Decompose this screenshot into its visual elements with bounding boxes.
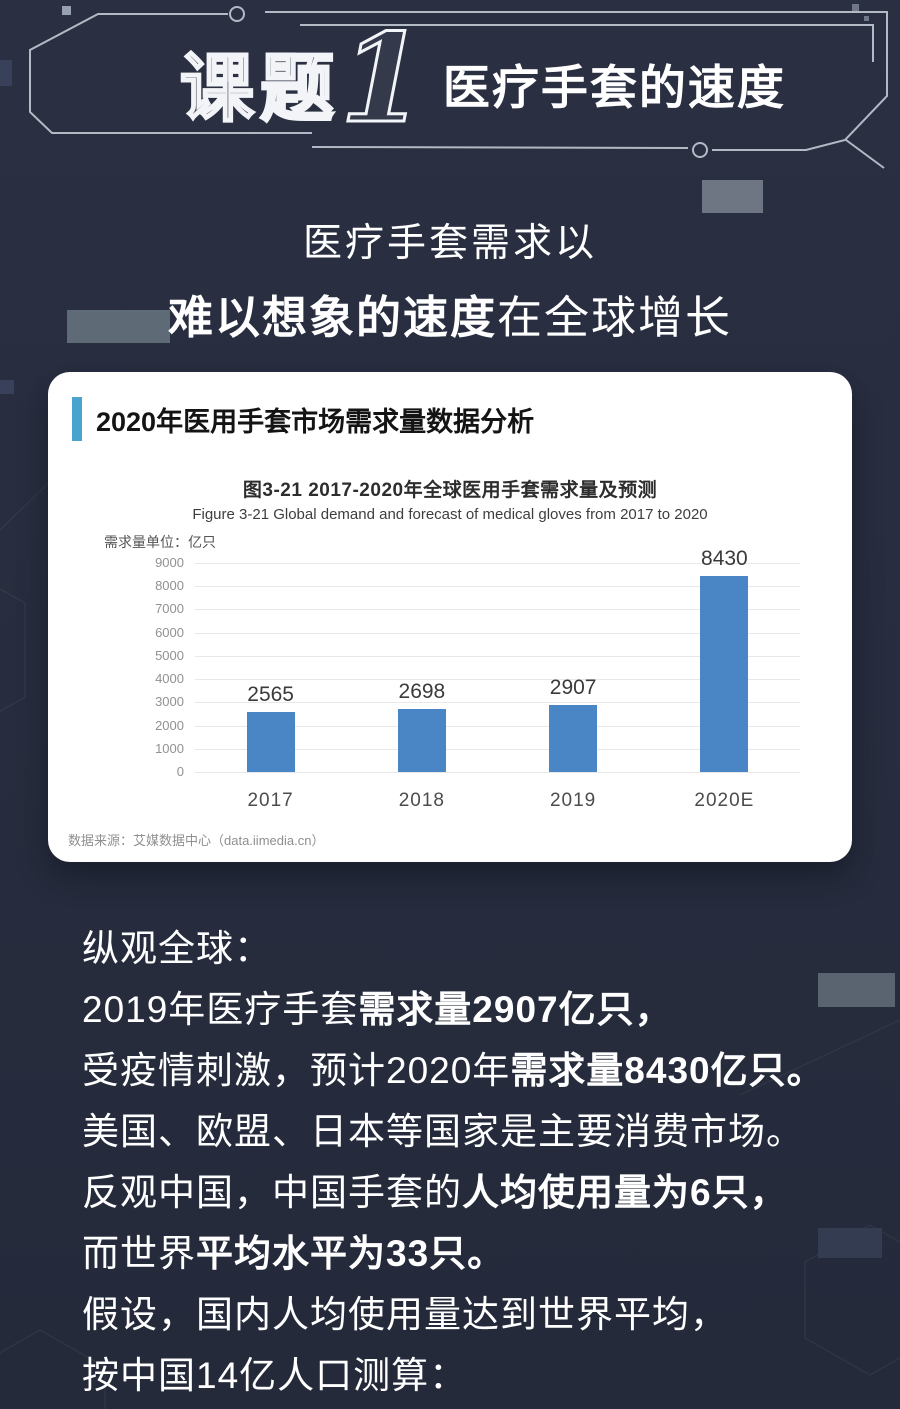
gridline xyxy=(195,586,800,588)
x-tick-label: 2018 xyxy=(398,790,446,811)
header-frame-decor xyxy=(29,4,888,169)
body-segment-bold: 平均水平为33只。 xyxy=(196,1233,506,1274)
chart-subtitle: Figure 3-21 Global demand and forecast o… xyxy=(192,506,708,523)
chart-plot: 2565 2017 2698 2018 2907 2019 8430 2020E xyxy=(195,547,800,811)
bar-2018 xyxy=(397,709,446,772)
body-line: 2019年医疗手套需求量2907亿只， xyxy=(82,979,882,1040)
body-text: 纵观全球： 2019年医疗手套需求量2907亿只， 受疫情刺激，预计2020年需求量… xyxy=(82,918,882,1406)
intro-line-2-bold: 难以想象的速度 xyxy=(167,292,497,343)
intro-text: 医疗手套需求以 难以想象的速度在全球增长 xyxy=(0,212,900,346)
intro-line-1: 医疗手套需求以 xyxy=(302,222,597,265)
deco-rect xyxy=(818,1228,882,1258)
deco-rect xyxy=(818,973,895,1007)
bar-value-label: 2698 xyxy=(398,680,446,704)
body-segment: 假设，国内人均使用量达到世界平均， xyxy=(82,1294,728,1335)
gridline xyxy=(195,679,800,681)
topic-number: 1 xyxy=(339,5,427,150)
body-segment-bold: 需求量2907亿只， xyxy=(358,989,673,1030)
header: 课题 1 医疗手套的速度 xyxy=(0,0,900,170)
body-segment: 受疫情刺激，预计2020年 xyxy=(82,1050,511,1091)
gridline xyxy=(195,632,800,634)
gridline xyxy=(195,563,800,564)
y-tick-label: 3000 xyxy=(155,694,184,710)
frame-circle-icon xyxy=(692,142,708,158)
body-line: 受疫情刺激，预计2020年需求量8430亿只。 xyxy=(82,1040,882,1101)
bar-group: 2907 2019 xyxy=(498,563,649,811)
body-line: 纵观全球： xyxy=(82,918,882,979)
y-tick-label: 9000 xyxy=(155,555,184,570)
header-titles: 课题 1 医疗手套的速度 xyxy=(179,5,786,150)
body-segment: 而世界 xyxy=(82,1233,196,1274)
chart-card: 2020年医用手套市场需求量数据分析 图3-21 2017-2020年全球医用手… xyxy=(48,372,852,862)
y-tick-label: 5000 xyxy=(155,647,184,663)
body-line: 美国、欧盟、日本等国家是主要消费市场。 xyxy=(82,1101,882,1162)
page-title: 医疗手套的速度 xyxy=(442,61,786,114)
chart-unit-label: 需求量单位：亿只 xyxy=(104,534,216,550)
accent-bar-decor xyxy=(72,397,82,441)
body-segment-bold: 需求量8430亿只。 xyxy=(510,1050,825,1091)
body-segment: 美国、欧盟、日本等国家是主要消费市场。 xyxy=(82,1111,804,1152)
bar-value-label: 8430 xyxy=(701,547,748,571)
chart-y-axis: 9000 8000 7000 6000 5000 4000 3000 2000 1000 0 xyxy=(136,555,184,779)
deco-rect xyxy=(67,310,170,343)
deco-rect xyxy=(702,180,763,213)
body-segment: 2019年医疗手套 xyxy=(82,989,359,1030)
topic-label: 课题 xyxy=(179,47,340,130)
bar-2019 xyxy=(549,704,598,772)
body-line: 反观中国，中国手套的人均使用量为6只， xyxy=(82,1162,882,1223)
body-line: 按中国14亿人口测算： xyxy=(82,1345,882,1406)
bar-value-label: 2565 xyxy=(247,683,294,707)
y-tick-label: 7000 xyxy=(155,601,184,617)
body-segment: 反观中国，中国手套的 xyxy=(82,1172,462,1213)
gridline xyxy=(195,702,800,704)
gridline xyxy=(195,772,800,773)
chart-source: 数据来源：艾媒数据中心（data.iimedia.cn） xyxy=(68,833,325,848)
bar-group: 2698 2018 xyxy=(346,563,497,811)
body-segment: 纵观全球： xyxy=(82,928,272,969)
body-segment-bold: 人均使用量为6只， xyxy=(462,1172,788,1213)
card-header: 2020年医用手套市场需求量数据分析 xyxy=(72,397,534,441)
gridline xyxy=(195,655,800,657)
body-segment: 按中国14亿人口测算： xyxy=(82,1355,468,1396)
x-tick-label: 2020E xyxy=(694,790,755,811)
gridline xyxy=(195,725,800,727)
bar-2017 xyxy=(246,712,295,772)
frame-circle-icon xyxy=(229,6,245,22)
y-tick-label: 8000 xyxy=(155,578,184,594)
gridline xyxy=(195,609,800,611)
bar-group: 2565 2017 xyxy=(195,563,346,811)
body-line: 假设，国内人均使用量达到世界平均， xyxy=(82,1284,882,1345)
y-tick-label: 0 xyxy=(176,764,184,779)
y-tick-label: 1000 xyxy=(155,740,184,756)
chart-title: 图3-21 2017-2020年全球医用手套需求量及预测 xyxy=(242,480,658,501)
bar-group: 8430 2020E xyxy=(649,547,800,811)
x-tick-label: 2019 xyxy=(549,790,597,811)
bar-value-label: 2907 xyxy=(549,675,597,699)
body-line: 而世界平均水平为33只。 xyxy=(82,1223,882,1284)
gridline xyxy=(195,748,800,750)
y-tick-label: 6000 xyxy=(155,624,184,640)
intro-line-2-rest: 在全球增长 xyxy=(497,292,733,343)
bar-2020E xyxy=(700,576,749,772)
x-tick-label: 2017 xyxy=(247,790,294,811)
y-tick-label: 4000 xyxy=(155,671,184,687)
y-tick-label: 2000 xyxy=(155,717,184,733)
card-title: 2020年医用手套市场需求量数据分析 xyxy=(96,406,535,437)
intro-line-2: 难以想象的速度在全球增长 xyxy=(0,281,900,346)
